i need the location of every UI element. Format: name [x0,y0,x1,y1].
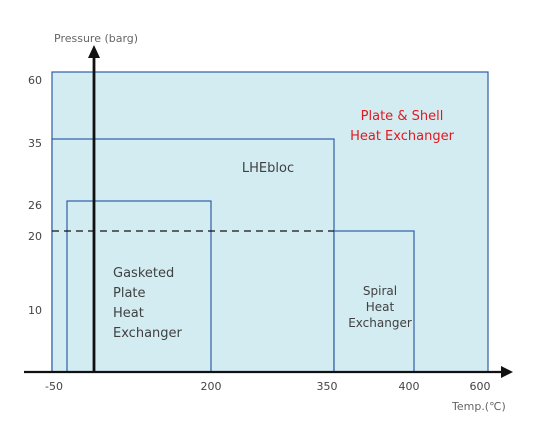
spiral-label-line1: Spiral [363,284,397,298]
gasketed-label-line2: Plate [113,286,146,301]
plate-shell-label-line2: Heat Exchanger [350,129,454,144]
y-axis-arrowhead [88,45,100,58]
region-gasketed [66,200,212,373]
x-tick-label: 350 [317,380,338,393]
spiral-label-line2: Heat [366,300,395,314]
x-axis-title: Temp.(℃) [451,400,506,413]
region-spiral [333,230,415,373]
spiral-label-line3: Exchanger [348,316,412,330]
gasketed-label-line4: Exchanger [113,326,183,341]
y-tick-label: 60 [28,74,42,87]
gasketed-label-line3: Heat [113,306,144,321]
gasketed-label-line1: Gasketed [113,266,174,281]
x-axis-arrowhead [501,366,513,378]
y-tick-label: 35 [28,137,42,150]
lhebloc-label: LHEbloc [242,161,294,176]
y-axis-title: Pressure (barg) [54,32,138,45]
x-tick-label: 400 [399,380,420,393]
y-tick-label: 26 [28,199,42,212]
x-tick-label: -50 [45,380,63,393]
y-tick-label: 10 [28,304,42,317]
x-tick-label: 600 [470,380,491,393]
plate-shell-label-line1: Plate & Shell [361,109,444,124]
x-tick-label: 200 [201,380,222,393]
y-tick-label: 20 [28,230,42,243]
